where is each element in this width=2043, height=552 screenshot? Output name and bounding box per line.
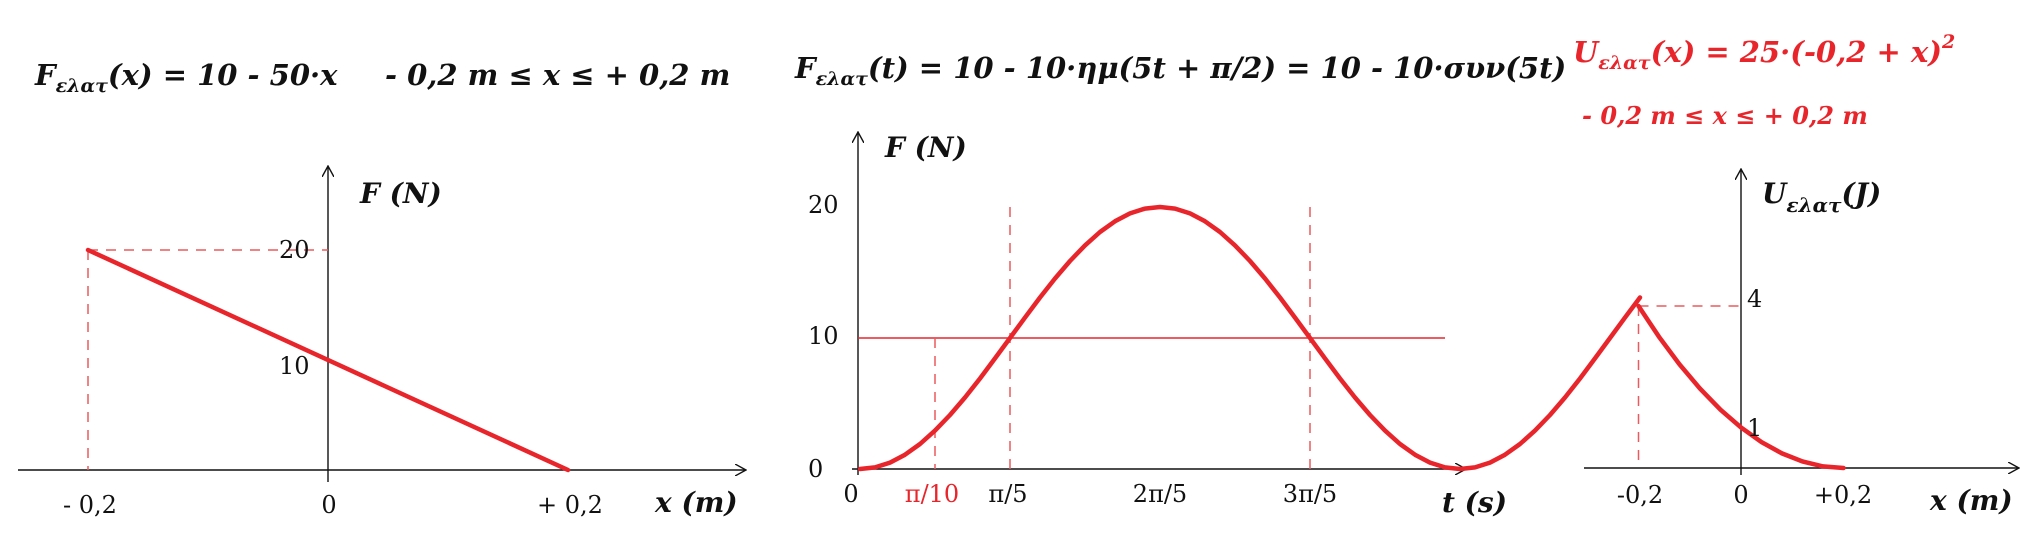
x-axis-label: t (s) <box>1442 486 1507 519</box>
x-tick-label: π/10 <box>905 480 959 508</box>
y-tick-label: 1 <box>1747 414 1762 442</box>
x-tick-label: 0 <box>1733 481 1748 509</box>
x-tick-label: + 0,2 <box>537 491 603 519</box>
equation-energy-x: Uελατ(x) = 25·(-0,2 + x)2 <box>1573 31 1955 74</box>
y-tick-label: 20 <box>808 191 839 219</box>
x-tick-label: +0,2 <box>1814 481 1872 509</box>
equation-force-x: Fελατ(x) = 10 - 50·x <box>34 58 338 97</box>
y-axis-label: F (N) <box>884 131 967 164</box>
domain-energy-x: - 0,2 m ≤ x ≤ + 0,2 m <box>1582 101 1868 130</box>
y-tick-label: 0 <box>808 455 823 483</box>
x-tick-label: 0 <box>321 491 336 519</box>
force-curve <box>857 204 1643 472</box>
x-tick-label: -0,2 <box>1617 481 1663 509</box>
x-tick-label: π/5 <box>988 480 1027 508</box>
x-axis-label: x (m) <box>1929 484 2013 517</box>
energy-curve <box>1636 303 1846 471</box>
panel-force-vs-x: Fελατ(x) = 10 - 50·x - 0,2 m ≤ x ≤ + 0,2… <box>18 58 745 519</box>
domain-force-x: - 0,2 m ≤ x ≤ + 0,2 m <box>385 58 730 92</box>
panel-energy-vs-x: Uελατ(x) = 25·(-0,2 + x)2 - 0,2 m ≤ x ≤ … <box>1573 31 2018 517</box>
y-axis-label: Uελατ(J) <box>1762 177 1881 217</box>
x-axis-label: x (m) <box>654 486 738 519</box>
panel-force-vs-t: Fελατ(t) = 10 - 10·ημ(5t + π/2) = 10 - 1… <box>794 51 1643 519</box>
y-axis-label: F (N) <box>359 177 442 210</box>
x-tick-label: 0 <box>843 480 858 508</box>
x-tick-label: 2π/5 <box>1133 480 1187 508</box>
x-tick-label: 3π/5 <box>1283 480 1337 508</box>
y-tick-label: 10 <box>808 322 839 350</box>
y-tick-label: 10 <box>279 352 310 380</box>
x-tick-label: - 0,2 <box>63 491 117 519</box>
y-tick-label: 4 <box>1747 285 1762 313</box>
y-tick-label: 20 <box>279 236 310 264</box>
equation-force-t: Fελατ(t) = 10 - 10·ημ(5t + π/2) = 10 - 1… <box>794 51 1566 90</box>
force-line <box>85 247 571 473</box>
